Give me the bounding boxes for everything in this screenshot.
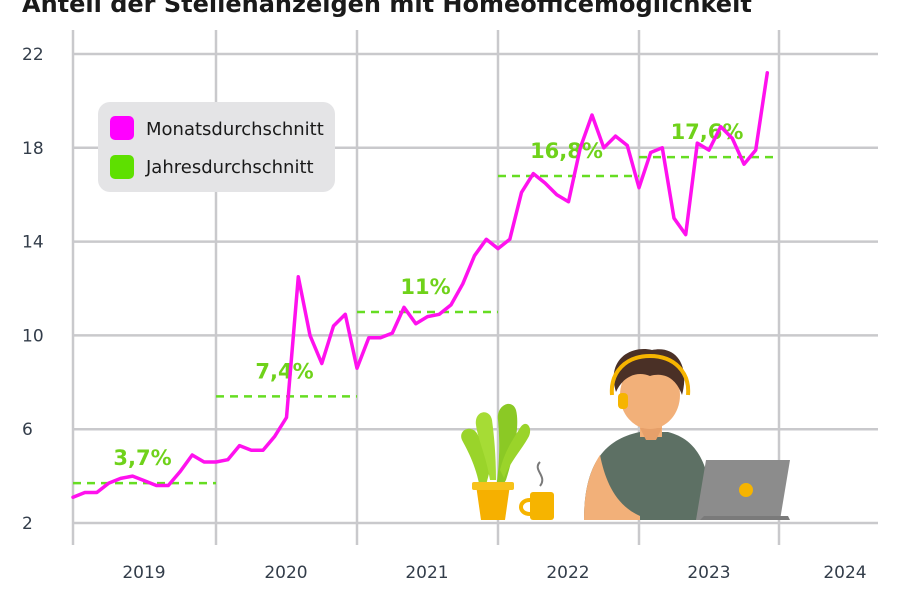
- x-tick-label: 2022: [546, 563, 589, 583]
- monthly-average-line: [71, 71, 770, 499]
- x-tick-label: 2019: [122, 563, 165, 583]
- x-tick-label: 2024: [823, 563, 866, 583]
- legend-swatch-yearly: [110, 155, 134, 179]
- legend-label-yearly: Jahresdurchschnitt: [145, 157, 314, 178]
- x-tick-label: 2021: [405, 563, 448, 583]
- y-tick-label: 22: [22, 45, 44, 65]
- yearly-average-label: 3,7%: [113, 446, 171, 470]
- y-tick-label: 10: [22, 326, 44, 346]
- homeoffice-illustration: [461, 349, 790, 520]
- x-tick-label: 2020: [264, 563, 307, 583]
- coffee-mug-icon: [519, 461, 554, 520]
- legend-box: [98, 102, 335, 192]
- y-axis-ticks: 2 6 10 14 18 22: [22, 45, 44, 534]
- chart-title: Anteil der Stellenanzeigen mit Homeoffic…: [22, 0, 752, 18]
- x-axis-ticks: 2019 2020 2021 2022 2023 2024: [122, 563, 866, 583]
- legend-label-monthly: Monatsdurchschnitt: [146, 119, 324, 140]
- legend: Monatsdurchschnitt Jahresdurchschnitt: [98, 102, 335, 192]
- gridlines: [71, 30, 878, 545]
- plant-icon: [461, 403, 531, 520]
- y-tick-label: 6: [22, 420, 33, 440]
- laptop-icon: [696, 460, 790, 520]
- y-tick-label: 2: [22, 514, 33, 534]
- yearly-average-label: 16,8%: [530, 139, 603, 163]
- y-tick-label: 18: [22, 139, 44, 159]
- monthly-average-series: [71, 71, 770, 499]
- y-tick-label: 14: [22, 233, 44, 253]
- yearly-average-label: 7,4%: [255, 359, 313, 383]
- legend-swatch-monthly: [110, 116, 134, 140]
- x-tick-label: 2023: [687, 563, 730, 583]
- yearly-average-label: 11%: [400, 275, 450, 299]
- person-with-headset-icon: [584, 349, 712, 520]
